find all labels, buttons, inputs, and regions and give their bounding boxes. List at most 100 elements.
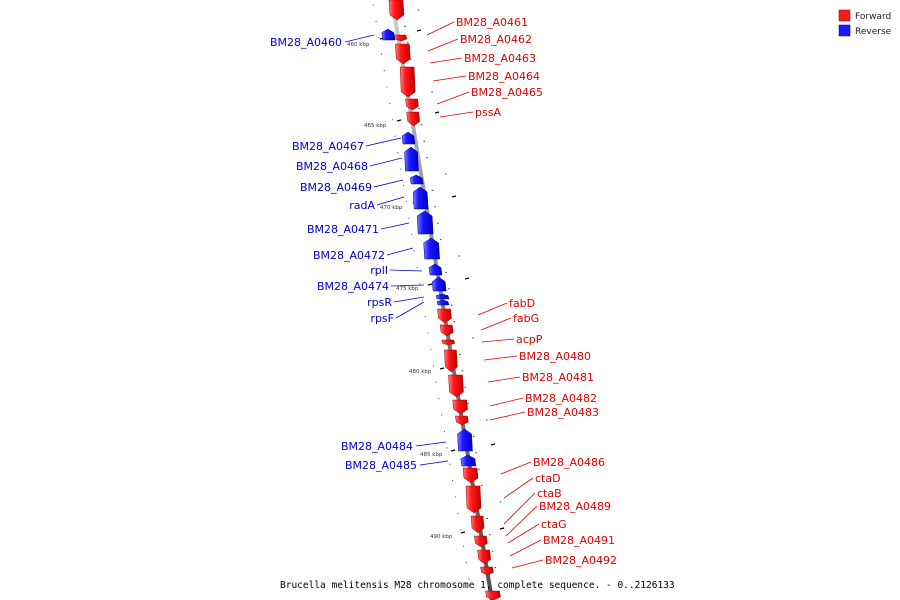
leader-line: [369, 157, 403, 167]
gene-label[interactable]: BM28_A0460: [270, 36, 342, 49]
gene-label[interactable]: BM28_A0480: [519, 350, 591, 363]
leader-line: [439, 111, 474, 118]
leader-line: [436, 91, 470, 105]
gene-label[interactable]: BM28_A0465: [471, 86, 543, 99]
leader-line: [380, 222, 410, 230]
leader-line: [390, 284, 425, 287]
gene-label[interactable]: BM28_A0463: [464, 52, 536, 65]
gene-label[interactable]: BM28_A0461: [456, 16, 528, 29]
legend: Forward Reverse: [838, 9, 892, 37]
forward-gene[interactable]: [485, 590, 501, 600]
gene-features: [381, 0, 501, 600]
leader-line: [480, 317, 512, 331]
gene-label[interactable]: ctaG: [541, 518, 567, 531]
gene-label[interactable]: acpP: [516, 333, 543, 346]
gene-label[interactable]: BM28_A0483: [527, 406, 599, 419]
gene-label[interactable]: BM28_A0472: [313, 249, 385, 262]
gene-label[interactable]: BM28_A0474: [317, 280, 389, 293]
gene-label[interactable]: pssA: [475, 106, 501, 119]
gene-label[interactable]: BM28_A0467: [292, 140, 364, 153]
label-leaders: [344, 21, 544, 569]
forward-gene[interactable]: [441, 339, 455, 346]
gene-label[interactable]: ctaD: [535, 472, 561, 485]
reverse-gene[interactable]: [409, 174, 424, 185]
gene-label[interactable]: fabD: [509, 297, 535, 310]
forward-gene[interactable]: [462, 467, 479, 484]
forward-gene[interactable]: [452, 399, 468, 415]
leader-line: [419, 460, 449, 466]
reverse-gene[interactable]: [423, 237, 440, 260]
leader-line: [503, 477, 534, 499]
major-tick: [499, 527, 505, 530]
forward-gene[interactable]: [448, 374, 464, 398]
gene-label[interactable]: BM28_A0462: [460, 33, 532, 46]
leader-line: [432, 75, 467, 82]
reverse-gene[interactable]: [428, 263, 443, 276]
reverse-gene[interactable]: [381, 28, 396, 41]
forward-gene[interactable]: [477, 549, 491, 565]
forward-gene[interactable]: [406, 111, 420, 127]
major-tick: [427, 283, 433, 286]
major-tick: [450, 449, 456, 452]
gene-label[interactable]: rplI: [370, 264, 388, 277]
reverse-gene[interactable]: [412, 186, 429, 210]
leader-line: [507, 523, 540, 544]
forward-gene[interactable]: [439, 324, 454, 337]
gene-label[interactable]: BM28_A0489: [539, 500, 611, 513]
forward-gene[interactable]: [437, 308, 452, 324]
gene-label[interactable]: BM28_A0486: [533, 456, 605, 469]
leader-line: [489, 397, 524, 407]
gene-label[interactable]: BM28_A0468: [296, 160, 368, 173]
gene-label[interactable]: BM28_A0492: [545, 554, 617, 567]
reverse-gene[interactable]: [460, 454, 477, 467]
leader-line: [389, 269, 423, 272]
forward-gene[interactable]: [399, 66, 416, 98]
reverse-gene[interactable]: [404, 146, 419, 172]
gene-label[interactable]: BM28_A0471: [307, 223, 379, 236]
leader-line: [500, 461, 532, 475]
reverse-gene[interactable]: [457, 428, 473, 452]
forward-gene[interactable]: [470, 515, 485, 534]
gene-label[interactable]: BM28_A0464: [468, 70, 540, 83]
gene-label[interactable]: radA: [349, 199, 375, 212]
forward-gene[interactable]: [405, 98, 419, 111]
forward-labels: BM28_A0461 BM28_A0462 BM28_A0463 BM28_A0…: [456, 16, 617, 567]
forward-gene[interactable]: [395, 43, 411, 65]
forward-gene[interactable]: [465, 485, 482, 514]
reverse-labels: BM28_A0460 BM28_A0467 BM28_A0468 BM28_A0…: [270, 36, 417, 472]
leader-line: [481, 338, 515, 343]
leader-line: [344, 34, 375, 43]
gene-label[interactable]: BM28_A0482: [525, 392, 597, 405]
major-tick: [396, 119, 402, 122]
reverse-gene[interactable]: [401, 131, 416, 145]
map-caption: Brucella melitensis M28 chromosome 1, co…: [280, 580, 675, 591]
gene-label[interactable]: fabG: [513, 312, 539, 325]
scale-label: 475 kbp: [396, 286, 419, 292]
forward-gene[interactable]: [393, 34, 408, 42]
reverse-gene[interactable]: [435, 293, 450, 300]
gene-label[interactable]: rpsR: [367, 296, 392, 309]
forward-gene[interactable]: [474, 535, 488, 548]
leader-line: [415, 441, 447, 447]
gene-label[interactable]: ctaB: [537, 487, 562, 500]
forward-gene[interactable]: [444, 349, 458, 373]
legend-reverse-label: Reverse: [855, 27, 892, 37]
gene-label[interactable]: BM28_A0484: [341, 440, 413, 453]
forward-gene[interactable]: [455, 415, 469, 426]
major-tick: [464, 277, 470, 280]
gene-label[interactable]: rpsF: [370, 312, 394, 325]
gene-label[interactable]: BM28_A0491: [543, 534, 615, 547]
leader-line: [395, 301, 425, 319]
gene-label[interactable]: BM28_A0469: [300, 181, 372, 194]
leader-line: [376, 196, 405, 206]
legend-forward-label: Forward: [855, 12, 891, 22]
gene-label[interactable]: BM28_A0481: [522, 371, 594, 384]
leader-line: [429, 57, 463, 64]
forward-gene[interactable]: [480, 566, 494, 576]
gene-label[interactable]: BM28_A0485: [345, 459, 417, 472]
leader-line: [487, 376, 521, 383]
reverse-gene[interactable]: [431, 276, 447, 292]
reverse-gene[interactable]: [416, 210, 434, 235]
forward-gene[interactable]: [388, 0, 405, 21]
reverse-gene[interactable]: [436, 299, 450, 306]
